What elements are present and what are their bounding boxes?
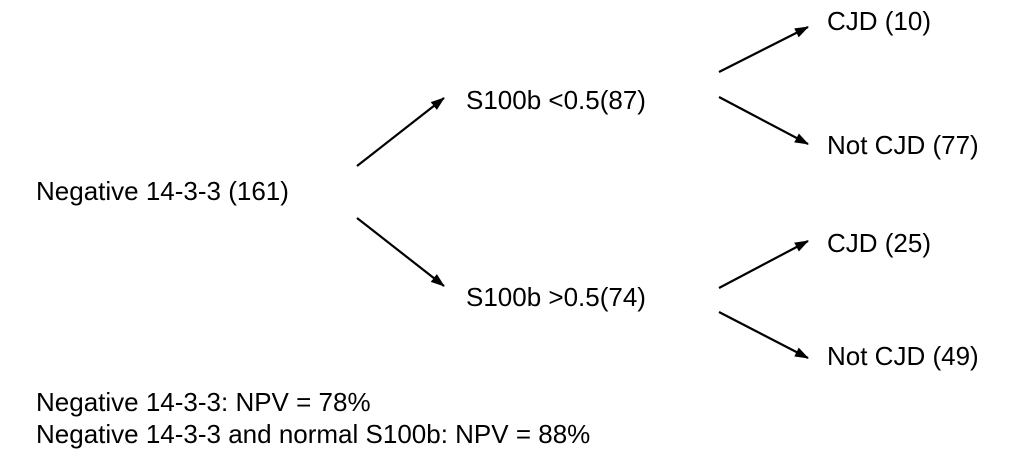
root-node: Negative 14-3-3 (161) [36, 176, 289, 206]
arrow-high-to-not-cjd [718, 311, 809, 359]
leaf-high-not-cjd: Not CJD (49) [827, 341, 979, 371]
arrow-low-to-cjd [718, 26, 809, 73]
branch-s100b-high: S100b >0.5(74) [466, 282, 646, 312]
arrow-high-to-cjd [718, 240, 809, 289]
arrow-root-to-low [356, 97, 445, 167]
leaf-low-cjd: CJD (10) [827, 6, 932, 36]
arrow-low-to-not-cjd [718, 96, 809, 145]
npv-note-combined: Negative 14-3-3 and normal S100b: NPV = … [36, 419, 591, 449]
leaf-low-not-cjd: Not CJD (77) [827, 130, 979, 160]
leaf-high-cjd: CJD (25) [827, 228, 932, 258]
npv-note-14-3-3: Negative 14-3-3: NPV = 78% [36, 387, 371, 417]
branch-s100b-low: S100b <0.5(87) [466, 85, 646, 115]
arrow-root-to-high [356, 217, 445, 287]
